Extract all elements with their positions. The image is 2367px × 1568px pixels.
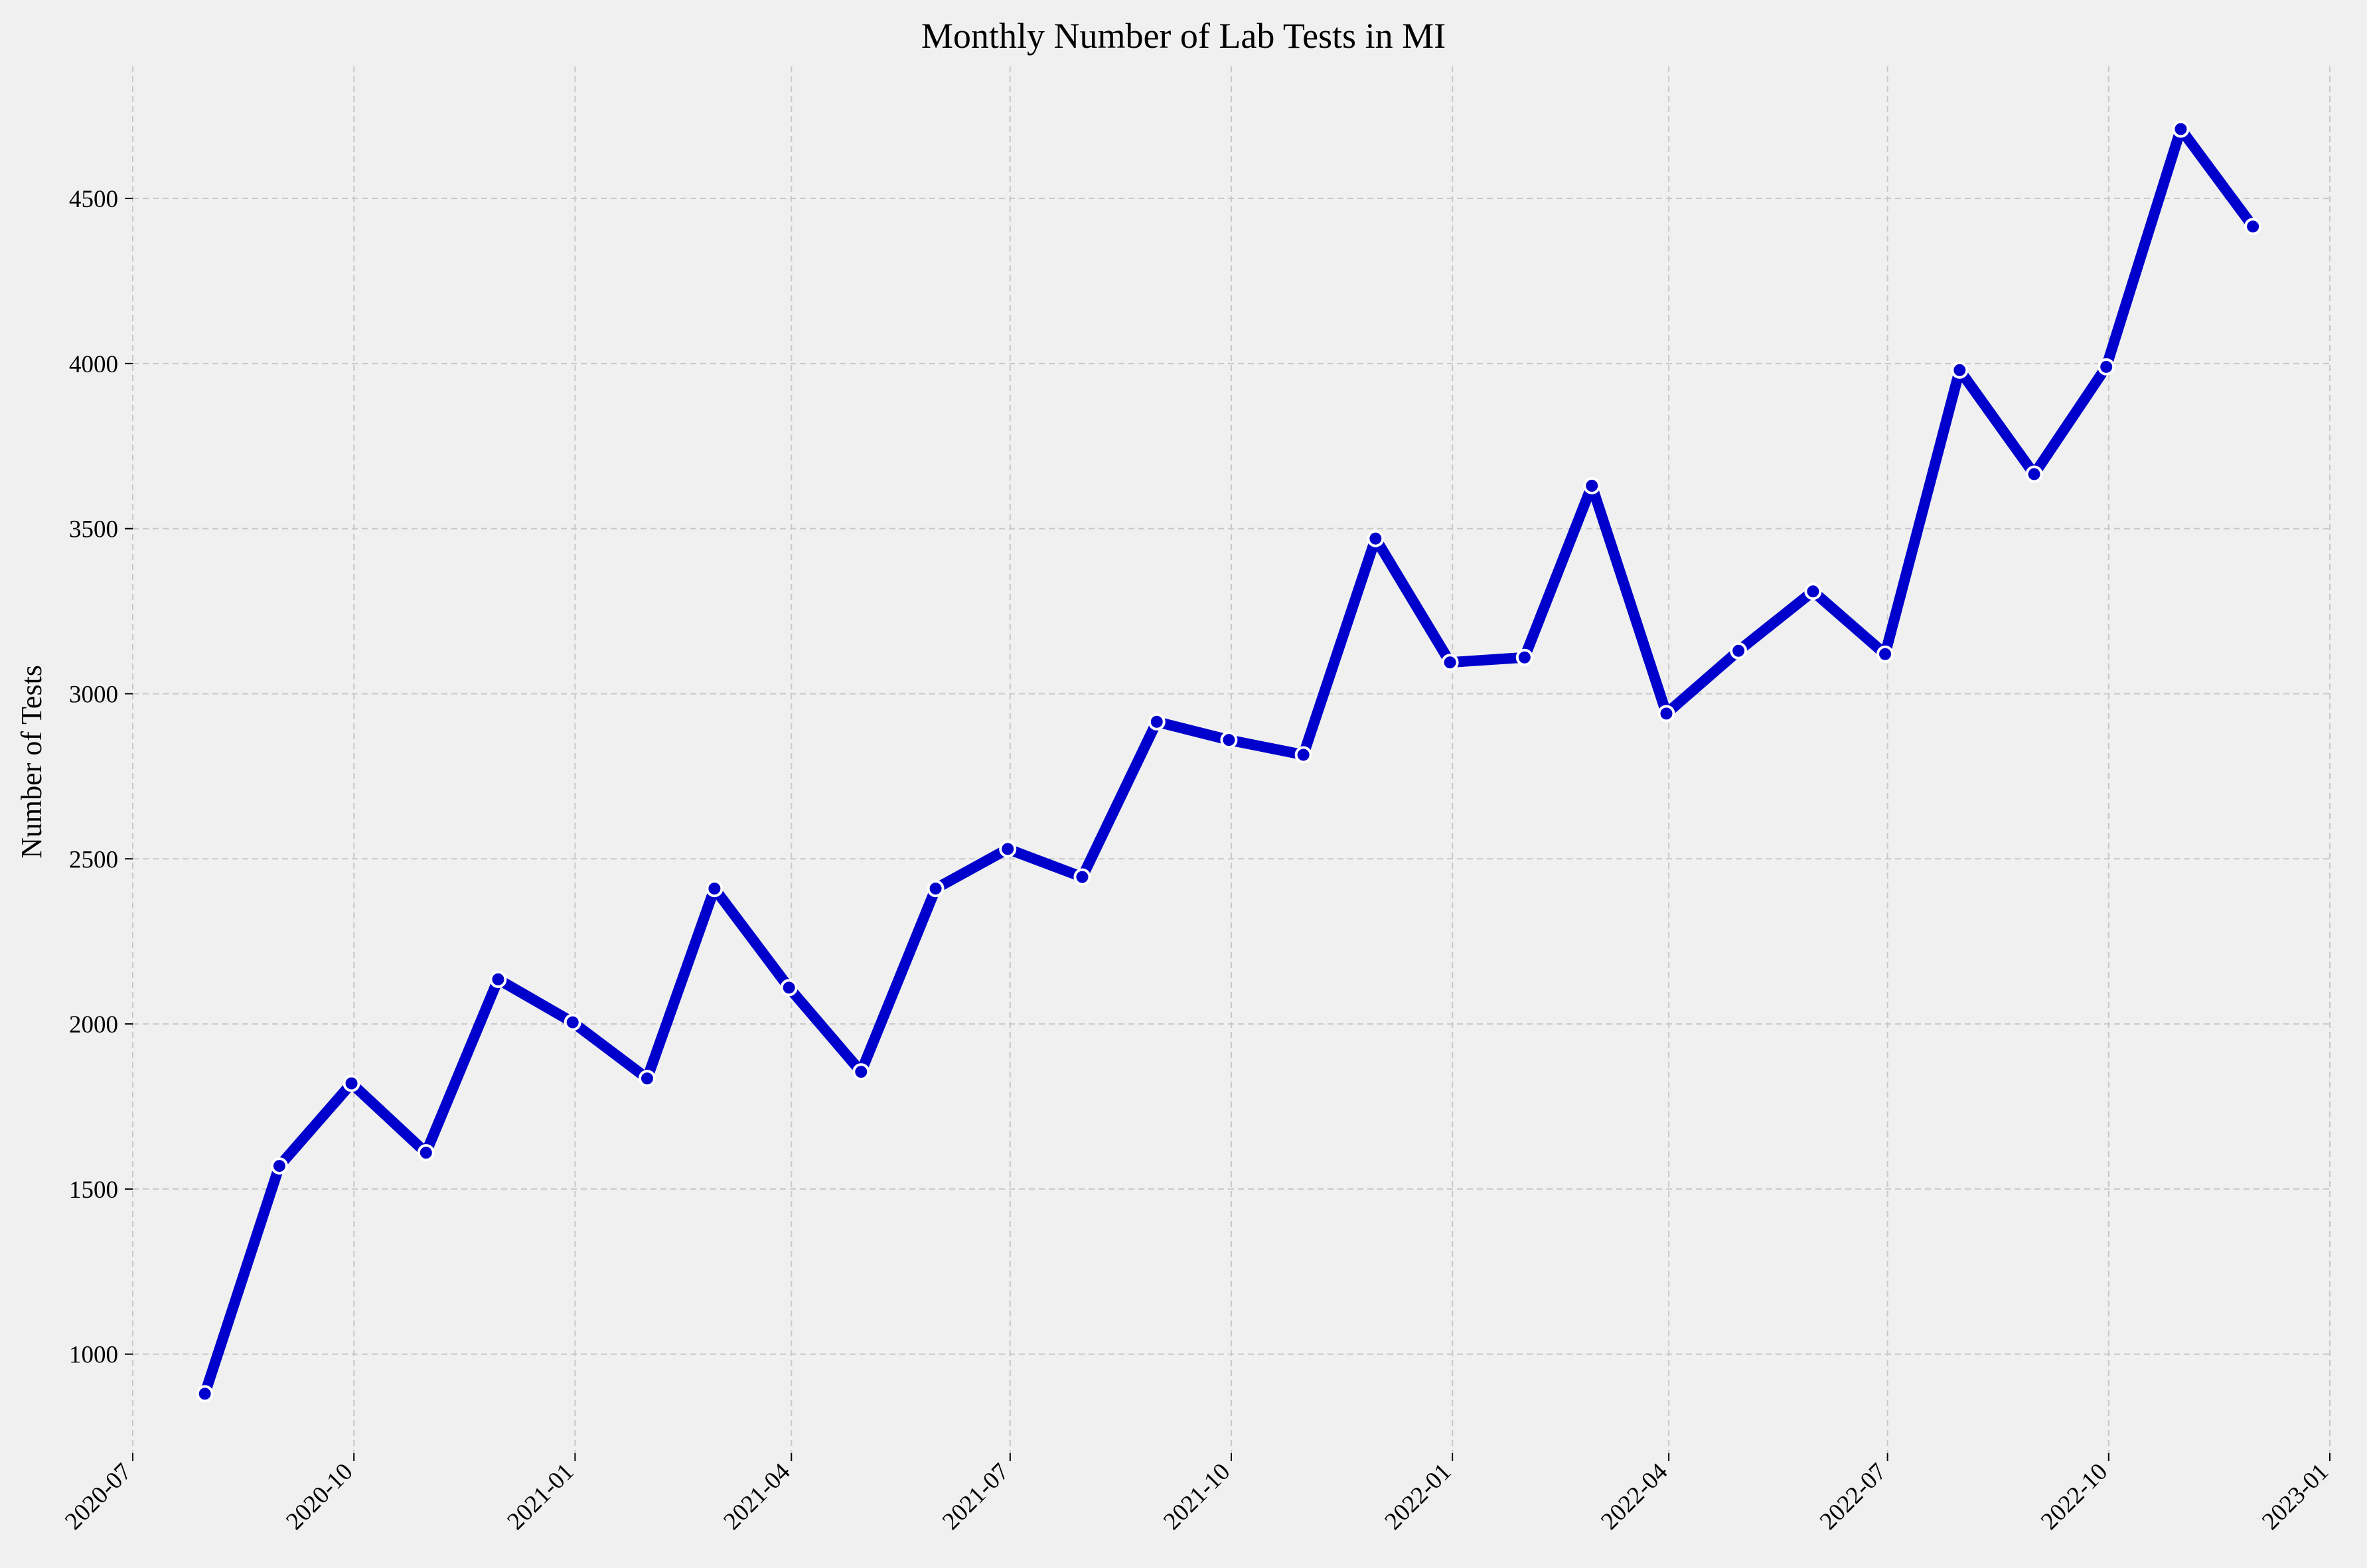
series-line — [199, 123, 2259, 1399]
data-point — [489, 970, 507, 988]
data-point — [2172, 120, 2190, 138]
data-series — [196, 120, 2262, 1403]
data-point — [196, 1385, 214, 1403]
y-tick-label: 3500 — [69, 516, 118, 543]
y-tick-label: 2000 — [69, 1011, 118, 1038]
x-tick-label: 2021-10 — [1158, 1458, 1235, 1535]
x-tick-label: 2020-10 — [281, 1458, 358, 1535]
data-point — [1730, 642, 1748, 660]
y-tick-label: 1500 — [69, 1176, 118, 1204]
data-point — [1515, 648, 1533, 666]
data-point — [999, 840, 1017, 858]
x-axis-ticks: 2020-07 2020-10 2021-01 2021-04 2021-07 2021-… — [60, 1453, 2334, 1535]
x-tick-label: 2022-07 — [1815, 1458, 1892, 1535]
data-point — [417, 1144, 435, 1162]
data-point — [343, 1074, 360, 1092]
data-point — [927, 880, 945, 898]
data-point — [1367, 530, 1385, 547]
y-tick-label: 2500 — [69, 846, 118, 873]
x-tick-label: 2022-10 — [2036, 1458, 2113, 1535]
data-point — [1148, 713, 1166, 731]
chart-title: Monthly Number of Lab Tests in MI — [921, 16, 1446, 56]
data-point — [1294, 746, 1312, 764]
x-tick-label: 2023-01 — [2257, 1458, 2334, 1535]
data-point — [1441, 654, 1459, 672]
data-point — [1804, 583, 1822, 601]
data-point — [1073, 868, 1091, 886]
data-point — [2025, 465, 2043, 483]
data-point — [1876, 645, 1894, 663]
y-axis-ticks: 1000 1500 2000 2500 3000 3500 4000 4500 — [69, 186, 133, 1369]
x-tick-label: 2020-07 — [60, 1458, 137, 1535]
data-point — [1951, 361, 1969, 379]
y-axis-label: Number of Tests — [15, 665, 48, 859]
data-point — [1220, 731, 1238, 749]
x-tick-label: 2022-01 — [1379, 1458, 1456, 1535]
data-point — [2244, 218, 2262, 236]
data-point — [852, 1063, 870, 1081]
data-point — [638, 1070, 656, 1088]
grid-lines — [132, 66, 2330, 1453]
data-point — [780, 979, 798, 997]
y-tick-label: 1000 — [69, 1342, 118, 1369]
data-point — [2098, 358, 2115, 376]
x-tick-label: 2021-04 — [718, 1458, 795, 1535]
y-tick-label: 4000 — [69, 351, 118, 378]
data-point — [1657, 705, 1675, 723]
data-point — [706, 880, 724, 898]
data-point — [1583, 476, 1601, 494]
x-tick-label: 2022-04 — [1596, 1458, 1673, 1535]
y-tick-label: 3000 — [69, 681, 118, 708]
y-tick-label: 4500 — [69, 186, 118, 213]
x-tick-label: 2021-01 — [502, 1458, 579, 1535]
x-tick-label: 2021-07 — [937, 1458, 1014, 1535]
data-point — [564, 1013, 581, 1031]
data-point — [270, 1157, 288, 1175]
